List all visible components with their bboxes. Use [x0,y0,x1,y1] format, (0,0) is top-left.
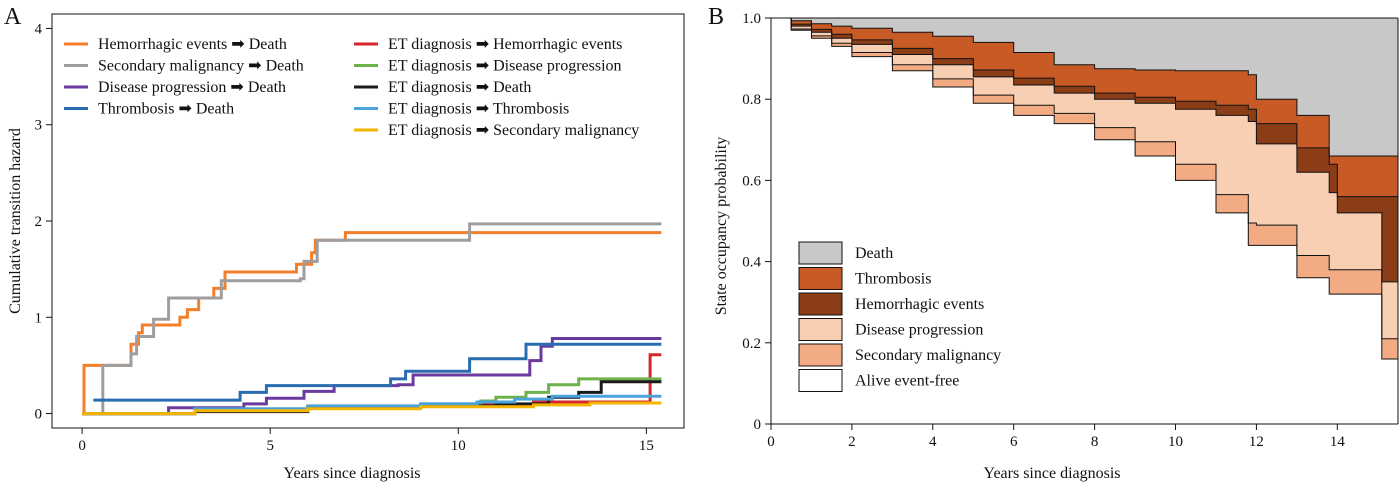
arrow-icon: ➡ [476,77,489,96]
panel-a-chart: A 0 5 10 15 0 1 2 3 4 Years since diagnosis Cum… [4,4,685,482]
panel-a-label: A [4,4,22,30]
series-line-2 [82,337,662,416]
y-tick-label: 0 [754,417,762,433]
legend-item: Secondary malignancy [798,343,1001,367]
legend-item: ET diagnosis ➡ Death [354,77,531,96]
arrow-icon: ➡ [476,120,489,139]
x-tick-label: 6 [1010,434,1018,450]
x-tick-label: 0 [767,434,775,450]
legend-label: Thrombosis ➡ Death [98,99,234,118]
panel-b-x-axis-label: Years since diagnosis [983,465,1120,482]
legend-label: Hemorrhagic events ➡ Death [98,34,287,53]
area-band-5 [771,18,1398,156]
legend-label: Alive event-free [855,373,959,390]
x-tick-label: 15 [639,438,654,454]
series-line-1 [89,222,662,416]
area-band-2 [771,18,1398,339]
legend-label: Secondary malignancy ➡ Death [98,56,304,75]
x-tick-label: 14 [1330,434,1346,450]
x-tick-label: 10 [1168,434,1183,450]
panel-b-chart: B 0 2 4 6 8 10 12 14 0 0.2 0.4 0.6 0.8 1.0 Years sin… [708,4,1399,482]
area-boundary-3 [771,17,1398,198]
legend-item: Secondary malignancy ➡ Death [64,56,304,75]
legend-item: ET diagnosis ➡ Secondary malignancy [354,120,639,139]
area-boundary-0 [771,17,1398,360]
panel-b-y-axis-label: State occupancy probability [713,137,730,316]
x-tick-label: 2 [848,434,856,450]
legend-label: Death [855,245,893,262]
panel-a-x-axis-label: Years since diagnosis [283,465,420,482]
area-band-0 [771,18,1398,424]
area-boundary-2 [771,17,1398,283]
legend-label: ET diagnosis ➡ Hemorrhagic events [388,34,622,53]
legend-item: Disease progression ➡ Death [64,77,286,96]
arrow-icon: ➡ [476,34,489,53]
legend-swatch [798,267,843,290]
y-tick-label: 0.6 [742,173,761,189]
legend-swatch [798,241,843,265]
y-tick-label: 0.4 [742,255,761,271]
legend-item: Thrombosis ➡ Death [64,99,234,118]
series-line-3 [93,342,662,402]
legend-swatch [798,343,843,367]
legend-label: ET diagnosis ➡ Thrombosis [388,99,569,118]
series-line-7 [82,394,662,416]
y-tick-label: 0.8 [742,92,761,108]
legend-item: ET diagnosis ➡ Thrombosis [354,99,569,118]
y-tick-label: 0 [35,407,43,423]
arrow-icon: ➡ [476,56,489,75]
series-line-0 [82,231,662,416]
legend-item: Death [798,241,893,265]
legend-label: ET diagnosis ➡ Disease progression [388,56,622,75]
legend-swatch [798,292,843,316]
x-tick-label: 12 [1249,434,1264,450]
panel-a-frame [51,13,685,429]
legend-swatch [798,318,843,341]
area-band-4 [771,18,1398,197]
legend-label: Disease progression [855,322,983,339]
y-tick-label: 0.2 [742,336,761,352]
legend-item: Hemorrhagic events [798,292,984,316]
y-tick-label: 1.0 [742,11,761,27]
legend-item: Hemorrhagic events ➡ Death [64,34,287,53]
legend-label: Thrombosis [855,271,931,288]
x-tick-label: 10 [451,438,466,454]
arrow-icon: ➡ [476,99,489,118]
legend-swatch [798,369,843,392]
x-tick-label: 5 [266,438,274,454]
series-line-8 [82,401,662,416]
legend-label: ET diagnosis ➡ Death [388,77,531,96]
legend-item: ET diagnosis ➡ Hemorrhagic events [354,34,622,53]
legend-item: ET diagnosis ➡ Disease progression [354,56,622,75]
x-tick-label: 0 [78,438,86,454]
x-tick-label: 4 [929,434,937,450]
y-tick-label: 4 [35,21,43,37]
legend-item: Disease progression [798,318,983,341]
legend-label: Hemorrhagic events [855,296,984,313]
legend-item: Alive event-free [798,369,959,392]
arrow-icon: ➡ [230,77,243,96]
area-boundary-4 [771,17,1398,157]
arrow-icon: ➡ [178,99,191,118]
x-tick-label: 8 [1091,434,1099,450]
panel-b-label: B [708,4,724,30]
legend-label: Disease progression ➡ Death [98,77,286,96]
legend-label: Secondary malignancy [855,347,1001,364]
legend-label: ET diagnosis ➡ Secondary malignancy [388,120,639,139]
arrow-icon: ➡ [248,56,261,75]
y-tick-label: 3 [35,118,43,134]
panel-a-y-axis-label: Cumulative transition hazard [7,128,24,314]
arrow-icon: ➡ [231,34,244,53]
legend-item: Thrombosis [798,267,931,290]
y-tick-label: 1 [35,310,43,326]
area-boundary-1 [771,17,1398,340]
y-tick-label: 2 [35,214,43,230]
